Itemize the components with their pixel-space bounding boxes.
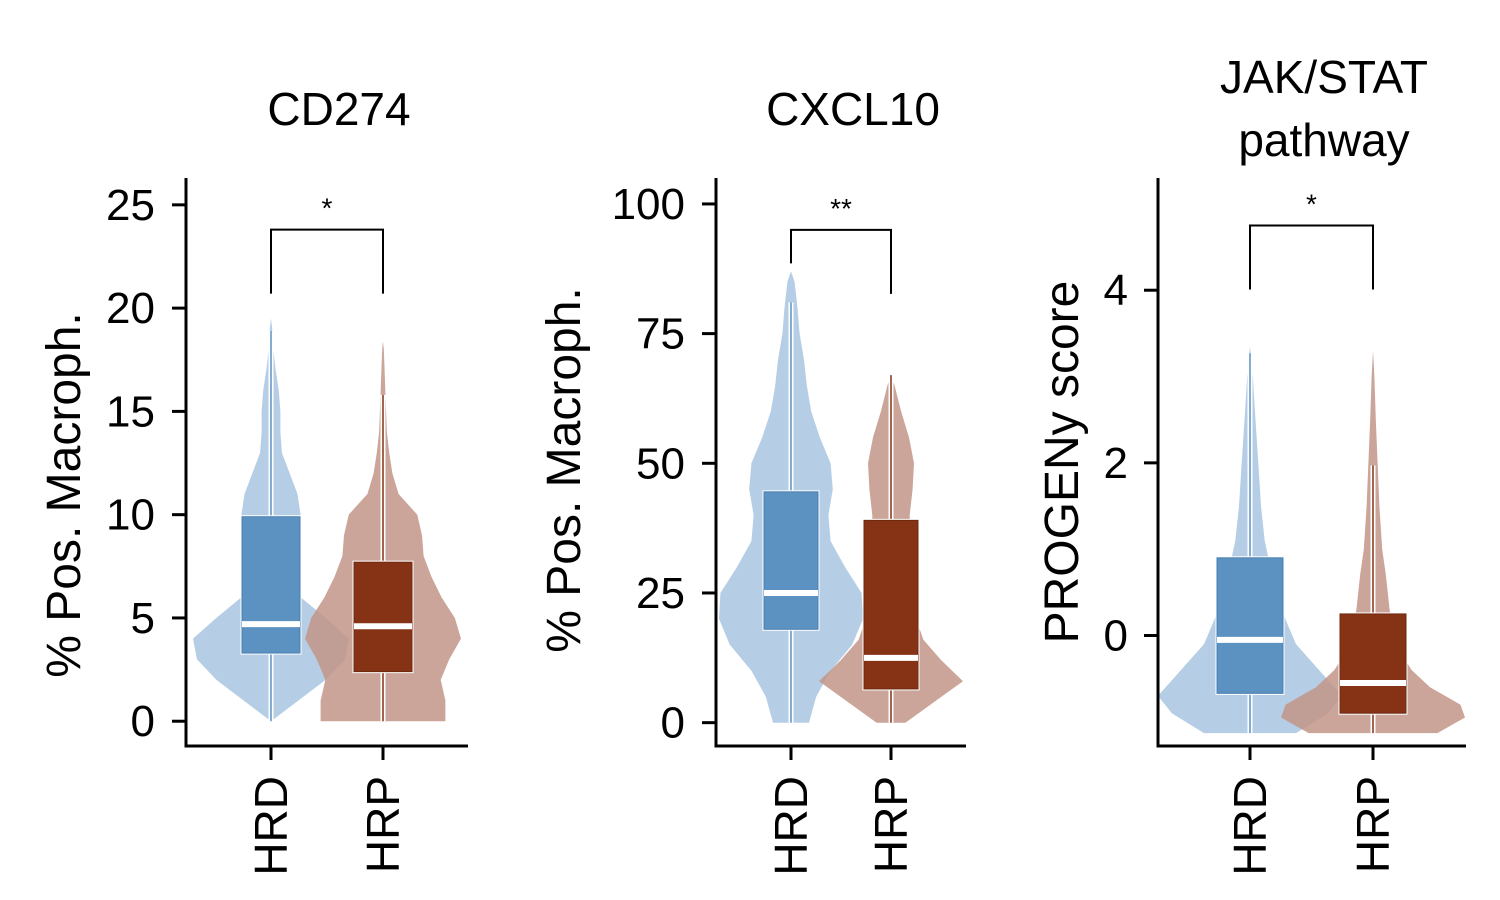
y-axis-label-2: PROGENy score bbox=[1036, 281, 1089, 644]
y-tick-label-0-4: 20 bbox=[106, 284, 155, 333]
box-hrp-2 bbox=[1339, 613, 1407, 714]
chart-panel-2: JAK/STAT pathway 0 2 4 HRD HRP PROGENy score * bbox=[1036, 51, 1466, 876]
y-tick-label-0-0: 0 bbox=[131, 697, 155, 746]
y-tick-label-1-1: 25 bbox=[636, 569, 685, 618]
y-tick-label-1-3: 75 bbox=[636, 310, 685, 359]
y-tick-label-0-1: 5 bbox=[131, 594, 155, 643]
box-hrd-1 bbox=[763, 491, 819, 630]
x-category-label-1-1: HRP bbox=[865, 776, 917, 873]
significance-label-0: * bbox=[322, 193, 333, 224]
significance-bracket-1 bbox=[790, 228, 892, 294]
box-hrp-0 bbox=[353, 561, 413, 673]
chart-title-2-line-0: JAK/STAT bbox=[1220, 51, 1428, 103]
chart-title-1: CXCL10 bbox=[766, 83, 940, 135]
y-tick-label-1-0: 0 bbox=[661, 699, 685, 748]
x-category-label-2-1: HRP bbox=[1347, 776, 1399, 873]
y-tick-label-0-2: 10 bbox=[106, 491, 155, 540]
y-axis-label-1: % Pos. Macroph. bbox=[538, 287, 591, 652]
y-tick-label-2-1: 2 bbox=[1104, 439, 1128, 488]
y-tick-label-0-5: 25 bbox=[106, 181, 155, 230]
y-tick-label-2-2: 4 bbox=[1104, 266, 1128, 315]
box-hrp-1 bbox=[863, 519, 919, 690]
significance-label-2: * bbox=[1306, 188, 1317, 219]
x-category-label-0-0: HRD bbox=[245, 776, 297, 876]
x-category-label-1-0: HRD bbox=[765, 776, 817, 876]
chart-title-2-line-1: pathway bbox=[1238, 114, 1409, 166]
y-axis-label-0: % Pos. Macroph. bbox=[38, 312, 91, 677]
significance-label-1: ** bbox=[830, 193, 852, 224]
chart-panel-0: CD274 0 5 10 15 20 25 HRD HRP % Pos. Macroph. * bbox=[38, 83, 468, 876]
x-category-label-2-0: HRD bbox=[1224, 776, 1276, 876]
box-hrd-2 bbox=[1216, 557, 1284, 694]
x-category-label-0-1: HRP bbox=[357, 776, 409, 873]
y-tick-label-1-2: 50 bbox=[636, 439, 685, 488]
y-tick-label-1-4: 100 bbox=[612, 180, 685, 229]
chart-title-0: CD274 bbox=[267, 83, 410, 135]
significance-bracket-2 bbox=[1249, 224, 1374, 290]
y-tick-label-0-3: 15 bbox=[106, 387, 155, 436]
y-tick-label-2-0: 0 bbox=[1104, 612, 1128, 661]
chart-panel-1: CXCL10 0 25 50 75 100 HRD HRP % Pos. Macroph. ** bbox=[538, 83, 966, 876]
box-hrd-0 bbox=[241, 516, 301, 654]
significance-bracket-0 bbox=[270, 228, 384, 294]
